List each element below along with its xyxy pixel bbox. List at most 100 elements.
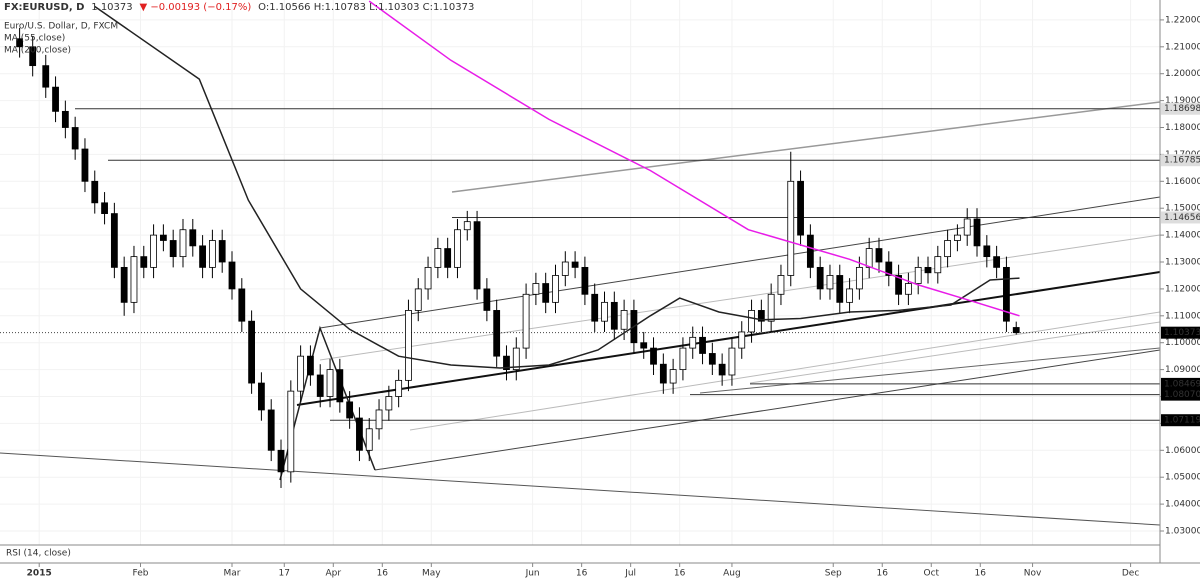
level-label: 1.07119	[1164, 416, 1200, 426]
candle-body	[238, 288, 246, 322]
candle-body	[659, 363, 667, 384]
candle-body	[924, 266, 932, 274]
candle-body	[503, 355, 510, 371]
trend-line	[749, 321, 1160, 384]
y-tick-label: 1.14000	[1165, 231, 1200, 241]
candle-body	[748, 310, 755, 333]
level-label: 1.08469	[1164, 379, 1200, 389]
candle-body	[728, 347, 736, 376]
candle-body	[767, 293, 775, 322]
x-tick-label: 16	[576, 569, 588, 579]
ma-line	[368, 0, 1020, 317]
candle-body	[189, 229, 197, 247]
candle-body	[473, 221, 481, 290]
candle-body	[963, 218, 971, 236]
candle-body	[571, 261, 579, 268]
candle-body	[287, 390, 295, 473]
candle-body	[973, 218, 981, 247]
x-tick-label: Nov	[1024, 569, 1042, 579]
level-label: 1.08070	[1164, 390, 1200, 400]
candle-body	[228, 261, 236, 290]
trend-line	[451, 101, 1160, 193]
level-label-box	[1161, 377, 1200, 390]
candles	[16, 27, 1020, 488]
candle-body	[601, 301, 608, 322]
candle-body	[110, 213, 118, 268]
candle-body	[934, 256, 942, 274]
levels	[0, 108, 1160, 421]
candle-body	[130, 256, 138, 303]
legend-entry: MA (200,close)	[4, 46, 71, 56]
candle-body	[316, 374, 324, 397]
candle-body	[679, 347, 687, 371]
y-tick-label: 1.16000	[1165, 177, 1200, 187]
candle-body	[395, 379, 403, 397]
y-tick-label: 1.13000	[1165, 258, 1200, 268]
candle-body	[277, 449, 285, 473]
candle-body	[855, 266, 863, 290]
trend-line	[319, 196, 1160, 329]
candle-body	[689, 336, 697, 349]
change: ▼ −0.00193 (−0.17%)	[140, 2, 252, 13]
candle-body	[708, 353, 716, 365]
candle-body	[140, 256, 148, 268]
candle-body	[248, 320, 256, 384]
y-tick-label: 1.15000	[1165, 204, 1200, 214]
candle-body	[620, 310, 628, 330]
candle-body	[904, 283, 912, 295]
x-tick-label: 16	[377, 569, 389, 579]
y-tick-label: 1.20000	[1165, 69, 1200, 79]
x-tick-label: Feb	[133, 569, 149, 579]
x-tick-label: Jun	[525, 569, 540, 579]
candle-body	[365, 428, 373, 451]
candle-body	[150, 234, 157, 268]
candle-body	[483, 288, 491, 311]
candle-body	[699, 336, 706, 354]
x-tick-label: 2015	[27, 569, 52, 579]
candle-body	[208, 240, 216, 268]
y-tick-label: 1.22000	[1165, 15, 1200, 25]
candle-body	[718, 363, 726, 376]
level-label: 1.16785	[1164, 156, 1200, 166]
x-tick-label: Mar	[224, 569, 241, 579]
x-tick-label: 16	[877, 569, 889, 579]
x-tick-label: 16	[674, 569, 686, 579]
candle-body	[738, 331, 746, 349]
x-tick-label: Aug	[723, 569, 741, 579]
trend-line	[374, 349, 1160, 471]
ma-line	[94, 5, 1020, 369]
candle-body	[454, 229, 461, 268]
x-tick-label: Jul	[624, 569, 636, 579]
level-label-box	[1161, 154, 1200, 167]
candle-body	[307, 355, 314, 376]
candle-body	[346, 401, 354, 419]
y-tick-label: 1.19000	[1165, 96, 1200, 106]
level-label-box	[1161, 388, 1200, 401]
candle-body	[101, 202, 108, 214]
candle-body	[61, 110, 69, 128]
candle-body	[669, 369, 677, 384]
candle-body	[836, 275, 844, 303]
level-label: 1.18698	[1164, 104, 1200, 114]
candle-body	[493, 310, 501, 357]
price: 1.10373	[91, 2, 132, 13]
candle-body	[993, 256, 1001, 268]
trend-line	[699, 347, 1160, 394]
legend-entry: MA (55,close)	[4, 34, 65, 44]
candle-body	[983, 245, 991, 258]
level-label-box	[1161, 102, 1200, 115]
candle-body	[944, 240, 952, 258]
trend-lines	[0, 101, 1160, 526]
trend-line	[319, 234, 1160, 361]
candle-body	[640, 342, 648, 349]
candle-body	[405, 310, 412, 381]
candle-body	[336, 369, 344, 403]
candle-body	[591, 293, 599, 322]
candle-body	[865, 248, 873, 268]
y-tick-label: 1.21000	[1165, 42, 1200, 52]
y-tick-label: 1.05000	[1165, 473, 1200, 483]
candle-body	[444, 248, 452, 268]
candle-body	[787, 180, 795, 276]
y-tick-label: 1.11000	[1165, 311, 1200, 321]
